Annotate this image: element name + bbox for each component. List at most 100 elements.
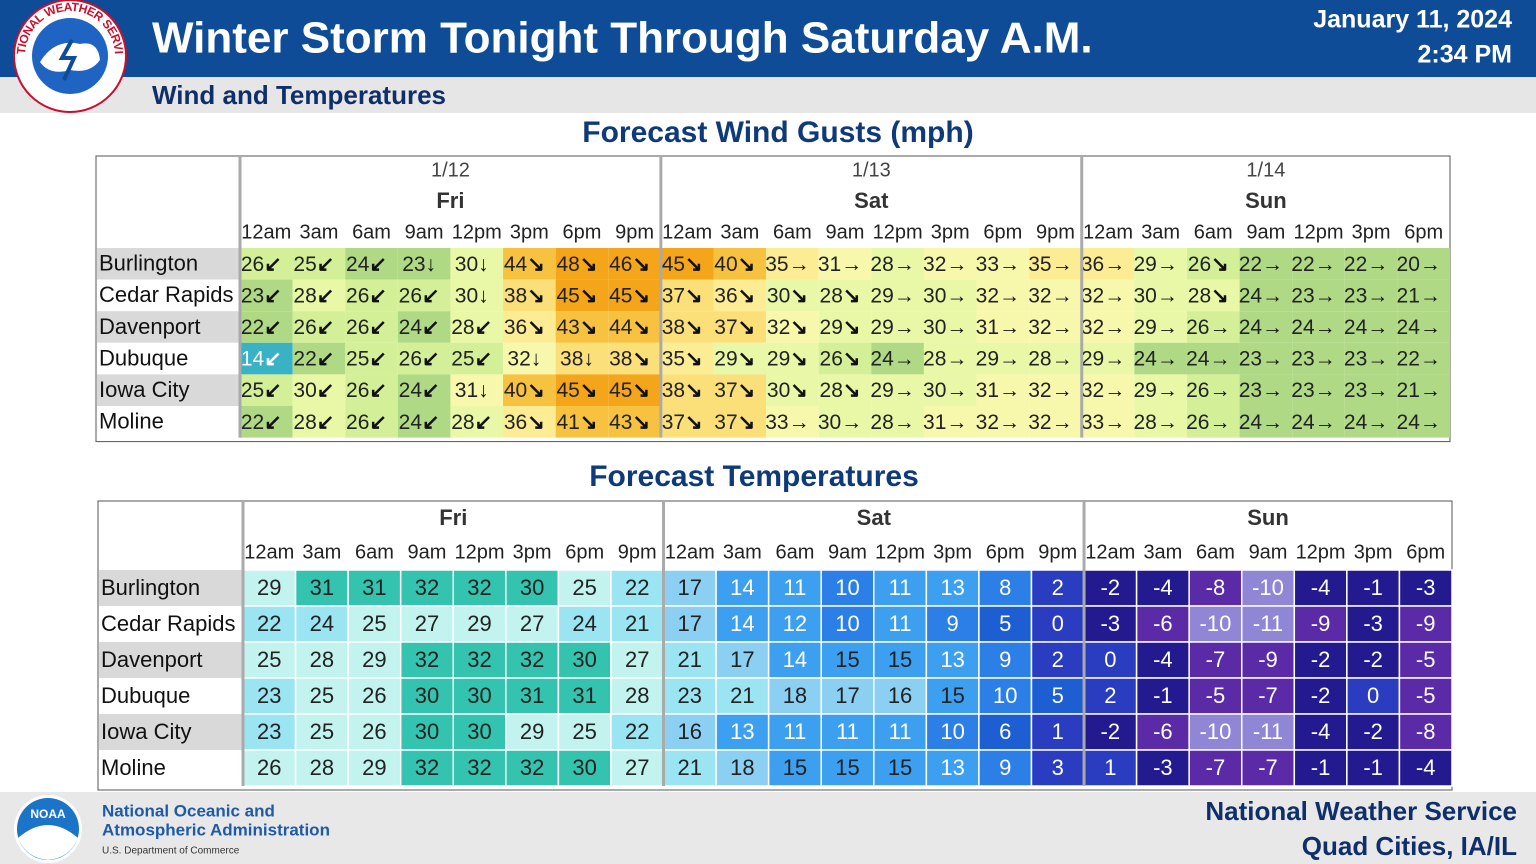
value-text: 36↘	[714, 284, 755, 307]
value-text: 29↘	[767, 347, 808, 370]
hour-label: 9am	[828, 541, 867, 563]
value-text: 30↙	[293, 379, 334, 402]
value-text: 13	[940, 575, 964, 600]
value-cell	[450, 374, 504, 406]
value: 8	[999, 575, 1011, 600]
value: 25	[362, 611, 386, 636]
value-cell	[873, 713, 928, 751]
value: 29	[257, 575, 281, 600]
value-text: 33→	[1081, 410, 1125, 433]
wind-direction: →	[894, 284, 915, 307]
value-text: 31→	[818, 252, 862, 275]
value-cell	[555, 311, 609, 343]
value-text: 30	[572, 755, 596, 780]
subtitle-bar	[0, 77, 1536, 113]
wind-direction: →	[946, 252, 967, 275]
value-cell	[1293, 605, 1348, 643]
wind-direction: →	[894, 316, 915, 339]
value-cell	[503, 279, 556, 312]
value: 25	[310, 719, 334, 744]
value-text: -3	[1363, 611, 1383, 636]
wind-direction: →	[1315, 284, 1336, 307]
wind-direction: →	[1367, 379, 1388, 402]
value-cell	[660, 342, 714, 375]
value-cell	[1292, 342, 1345, 375]
value-cell	[608, 311, 661, 343]
value-text: 24→	[1397, 410, 1441, 433]
value: 13	[940, 575, 964, 600]
wind-direction: ↘	[1211, 252, 1229, 275]
value-cell	[450, 311, 504, 343]
value-cell	[1029, 311, 1082, 343]
value: 32	[1028, 410, 1051, 433]
value-cell	[610, 677, 665, 715]
value: 24	[399, 410, 423, 433]
value-text: 0	[1052, 611, 1064, 636]
wind-direction: ↙	[264, 284, 282, 307]
value-text: 29→	[1133, 379, 1177, 402]
value-text: 30	[415, 683, 439, 708]
value-text: 25	[572, 575, 596, 600]
value-text: 23→	[1344, 347, 1388, 370]
nws-logo: NATIONAL WEATHER SERVICE	[0, 0, 127, 113]
hour-label: 3pm	[1352, 221, 1391, 243]
wind-direction: ↓	[531, 347, 542, 370]
value-cell	[1134, 406, 1187, 438]
value-cell	[1397, 374, 1450, 406]
value-text: 29→	[1081, 347, 1125, 370]
wind-direction: ↘	[580, 379, 598, 402]
value-text: 2	[1052, 575, 1064, 600]
wind-direction: →	[1420, 347, 1441, 370]
hour-label: 12am	[1085, 541, 1135, 563]
value: -9	[1258, 647, 1278, 672]
value: 13	[940, 755, 964, 780]
value: 2	[1052, 575, 1064, 600]
wind-direction: ↙	[264, 316, 282, 339]
value-cell	[1239, 311, 1293, 343]
value: -3	[1416, 575, 1436, 600]
value-text: 35→	[765, 252, 809, 275]
value-text: 11	[889, 575, 912, 600]
value-text: 35→	[1028, 252, 1072, 275]
value-cell	[450, 248, 504, 280]
value: -5	[1416, 683, 1436, 708]
value-cell	[1081, 374, 1135, 406]
value-text: 26↘	[1188, 252, 1229, 275]
wind-direction: ↙	[317, 379, 335, 402]
value-cell	[766, 406, 819, 438]
row-label: Dubuque	[101, 683, 190, 708]
value-text: 23→	[1291, 347, 1335, 370]
value: 11	[889, 719, 912, 744]
wind-direction: ↘	[632, 252, 650, 275]
wind-direction: →	[1315, 316, 1336, 339]
value-cell	[610, 749, 665, 787]
value-text: 37↘	[662, 410, 703, 433]
value-text: 14	[783, 647, 807, 672]
value-text: 15	[835, 755, 859, 780]
value-cell	[1346, 569, 1401, 607]
value-cell	[871, 279, 924, 312]
value-cell	[1239, 248, 1293, 280]
value-cell	[978, 713, 1033, 751]
value-cell	[767, 569, 822, 607]
value: -7	[1258, 755, 1278, 780]
wind-direction: →	[999, 284, 1020, 307]
value-text: 15	[835, 647, 859, 672]
day-date: 1/12	[431, 159, 470, 181]
value-text: 29→	[1133, 252, 1177, 275]
value-cell	[1398, 569, 1453, 607]
value-cell	[240, 248, 293, 280]
value-cell	[345, 342, 398, 375]
wind-direction: →	[1052, 316, 1073, 339]
wind-direction: ↙	[317, 284, 335, 307]
value: 28	[820, 284, 843, 307]
value-cell	[1346, 605, 1401, 643]
value-cell	[923, 374, 977, 406]
value-cell	[292, 406, 346, 438]
value-cell	[818, 311, 872, 343]
value-text: 24→	[1344, 410, 1388, 433]
wind-direction: ↙	[264, 252, 282, 275]
value-cell	[1083, 749, 1138, 787]
value-cell	[818, 279, 872, 312]
